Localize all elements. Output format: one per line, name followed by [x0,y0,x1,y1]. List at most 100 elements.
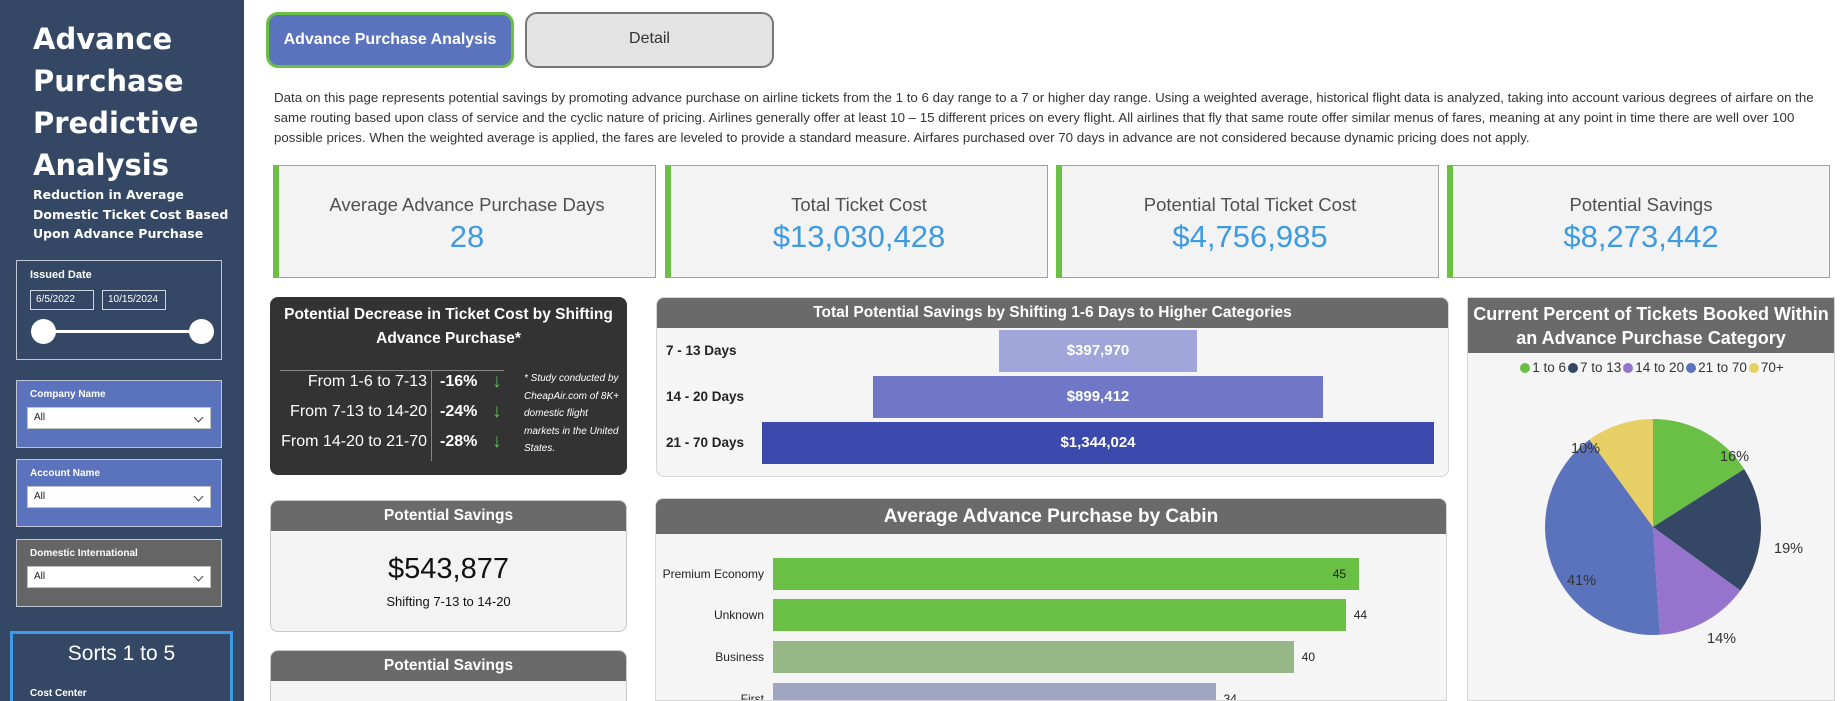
pie-slice[interactable] [1653,419,1745,527]
date-slider-start-handle[interactable] [31,319,56,344]
savings-bar[interactable]: $1,344,024 [762,422,1434,464]
report-subtitle: Reduction in Average Domestic Ticket Cos… [33,187,229,241]
study-row: From 14-20 to 21-70 -28% ↓ [280,427,503,457]
kpi-potential-total-ticket-cost: Potential Total Ticket Cost $4,756,985 [1056,165,1439,278]
sorts-panel: Sorts 1 to 5 Cost Center [10,631,233,701]
kpi-average-advance-purchase-days: Average Advance Purchase Days 28 [273,165,656,278]
study-row-range: From 14-20 to 21-70 [281,433,427,450]
legend-dot-icon [1520,363,1531,373]
sorts-item-cost-center[interactable]: Cost Center [30,688,87,699]
chevron-down-icon [193,412,204,423]
legend-label: 14 to 20 [1635,360,1685,375]
domestic-international-label: Domestic International [30,548,138,559]
cabin-category-label: First [740,692,764,701]
pie-svg: 16% 19% 14% 41% 10% [1545,419,1803,647]
pie-slice-label: 10% [1571,441,1600,457]
kpi-label: Total Ticket Cost [791,194,927,215]
tab-detail[interactable]: Detail [525,12,774,68]
report-title: Advance Purchase Predictive Analysis [33,22,199,182]
kpi-label: Average Advance Purchase Days [329,194,605,215]
legend-label: 21 to 70 [1698,360,1747,375]
legend-dot-icon [1748,363,1759,373]
pie-slice[interactable] [1653,469,1761,591]
savings-category-label: 7 - 13 Days [666,343,737,358]
legend-item[interactable]: 7 to 13 [1567,360,1622,375]
savings-bar[interactable]: $397,970 [998,330,1198,372]
study-row-percent: -16% [440,373,478,390]
legend-label: 1 to 6 [1532,360,1566,375]
legend-item[interactable]: 14 to 20 [1623,360,1684,375]
chart-title: Average Advance Purchase by Cabin [656,499,1446,534]
pie-slice-label: 41% [1567,573,1596,589]
arrow-down-icon: ↓ [492,401,502,422]
company-name-dropdown[interactable]: All [27,407,211,429]
cabin-bar[interactable] [773,558,1359,590]
pie-legend: 1 to 6 7 to 13 14 to 20 21 to 70 70+ [1468,360,1834,375]
average-advance-purchase-by-cabin-chart: Average Advance Purchase by Cabin Premiu… [655,498,1447,701]
study-table-divider-vertical [431,371,432,461]
study-row-percent: -24% [440,403,478,420]
domestic-international-slicer: Domestic International All [16,539,222,607]
page-description: Data on this page represents potential s… [274,90,1814,145]
arrow-down-icon: ↓ [492,431,502,452]
pie-slice[interactable] [1589,419,1653,527]
company-name-value: All [34,412,46,423]
study-row-percent: -28% [440,433,478,450]
legend-label: 7 to 13 [1579,360,1622,375]
cabin-value-label: 45 [1332,567,1347,581]
potential-savings-title: Potential Savings [271,501,626,531]
account-name-dropdown[interactable]: All [27,486,211,508]
cabin-category-label: Business [715,650,764,664]
domestic-international-dropdown[interactable]: All [27,566,211,588]
savings-category-label: 14 - 20 Days [666,389,745,404]
pie-slice[interactable] [1545,439,1660,635]
tab-advance-purchase-analysis[interactable]: Advance Purchase Analysis [266,12,514,68]
pie-slice-label: 14% [1707,631,1736,647]
study-row: From 7-13 to 14-20 -24% ↓ [280,397,503,427]
chevron-down-icon [193,491,204,502]
study-row-range: From 7-13 to 14-20 [290,403,427,420]
study-row-range: From 1-6 to 7-13 [307,373,427,390]
account-name-value: All [34,491,46,502]
pie-slice[interactable] [1653,527,1741,635]
cabin-value-label: 34 [1223,692,1237,701]
savings-bar[interactable]: $899,412 [873,376,1323,418]
chart-title: Total Potential Savings by Shifting 1-6 … [657,298,1448,328]
cabin-bar[interactable] [773,683,1216,700]
total-potential-savings-chart: Total Potential Savings by Shifting 1-6 … [656,297,1449,477]
legend-dot-icon [1567,363,1578,373]
potential-decrease-card: Potential Decrease in Ticket Cost by Shi… [270,297,627,475]
kpi-label: Potential Total Ticket Cost [1143,194,1357,215]
cabin-bar[interactable] [773,641,1294,673]
study-footnote: * Study conducted by CheapAir.com of 8K+… [524,373,619,454]
pie-slice-label: 19% [1774,541,1803,557]
legend-dot-icon [1686,363,1697,373]
company-name-label: Company Name [30,389,106,400]
legend-item[interactable]: 70+ [1748,360,1784,375]
chart-title: Current Percent of Tickets Booked Within… [1468,298,1834,353]
chevron-down-icon [193,571,204,582]
kpi-potential-savings: Potential Savings $8,273,442 [1447,165,1830,278]
study-row: From 1-6 to 7-13 -16% ↓ [280,367,503,397]
date-slider-track[interactable] [42,330,197,333]
legend-item[interactable]: 1 to 6 [1520,360,1566,375]
potential-savings-card: Potential Savings $543,877 Shifting 7-13… [270,500,627,632]
sorts-title: Sorts 1 to 5 [67,642,176,665]
arrow-down-icon: ↓ [492,371,502,392]
cabin-bar[interactable] [773,599,1346,631]
kpi-total-ticket-cost: Total Ticket Cost $13,030,428 [665,165,1048,278]
legend-item[interactable]: 21 to 70 [1686,360,1747,375]
date-slider-end-handle[interactable] [189,319,214,344]
kpi-value: 28 [449,219,485,254]
account-name-label: Account Name [30,468,101,479]
company-name-slicer: Company Name All [16,380,222,448]
domestic-international-value: All [34,571,46,582]
kpi-value: $13,030,428 [772,219,946,254]
cabin-category-label: Unknown [713,608,764,622]
issued-date-end[interactable]: 10/15/2024 [102,290,166,310]
issued-date-slicer: Issued Date 6/5/2022 10/15/2024 [16,260,222,360]
study-table-divider-top [280,370,504,371]
potential-savings-card-2: Potential Savings [270,650,627,701]
issued-date-start[interactable]: 6/5/2022 [30,290,94,310]
legend-dot-icon [1623,363,1634,373]
